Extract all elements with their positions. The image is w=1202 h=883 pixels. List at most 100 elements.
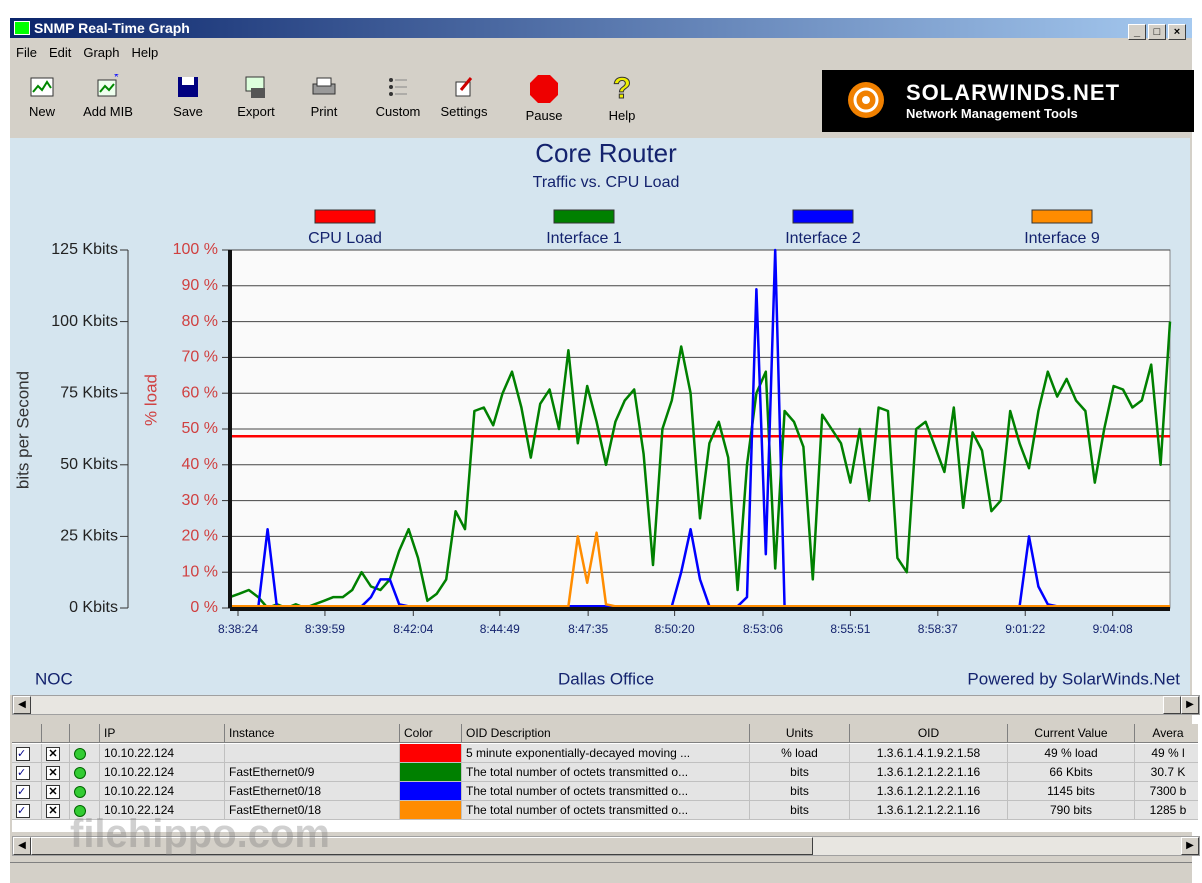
scrollbar[interactable]: ◀▶	[12, 695, 1200, 715]
toolbar-button[interactable]: Pause	[514, 68, 574, 132]
chart-subtitle: Traffic vs. CPU Load	[533, 174, 680, 191]
menu-item[interactable]: Graph	[83, 45, 119, 60]
y2-tick-label: 50 Kbits	[60, 456, 118, 473]
table-cell: 1.3.6.1.4.1.9.2.1.58	[850, 744, 1008, 763]
menu-item[interactable]: Help	[132, 45, 159, 60]
scroll-right[interactable]: ▶	[1181, 696, 1199, 714]
scroll-left[interactable]: ◀	[13, 696, 31, 714]
table-cell: 30.7 K	[1135, 763, 1198, 782]
header-cell	[12, 724, 42, 743]
column-header: Color	[400, 724, 462, 743]
y2-tick-label: 125 Kbits	[51, 241, 118, 258]
scroll-thumb[interactable]	[1163, 696, 1181, 714]
toolbar-button[interactable]: Print	[294, 68, 354, 132]
legend-swatch	[1032, 210, 1092, 223]
color-swatch	[400, 763, 462, 782]
delete-button[interactable]: ✕	[42, 782, 70, 801]
column-header: Instance	[225, 724, 400, 743]
column-header: Current Value	[1008, 724, 1135, 743]
button-label: Custom	[376, 104, 421, 119]
legend-swatch	[554, 210, 614, 223]
toolbar-button[interactable]: ?Help	[592, 68, 652, 132]
chart: Core Router Traffic vs. CPU Load bits pe…	[10, 138, 1190, 695]
table-cell: 49 % load	[1008, 744, 1135, 763]
footer-right: Powered by SolarWinds.Net	[967, 669, 1180, 688]
y-tick-label: 90 %	[182, 277, 218, 294]
x-tick-label: 8:39:59	[305, 622, 345, 636]
status-bar	[10, 862, 1192, 883]
toolbar: New *Add MIB Save Export Print Custom Se…	[12, 68, 812, 134]
table-cell	[225, 744, 400, 763]
footer-left: NOC	[35, 669, 73, 688]
column-header: OID Description	[462, 724, 750, 743]
y-tick-label: 100 %	[173, 241, 218, 258]
delete-button[interactable]: ✕	[42, 801, 70, 820]
delete-button[interactable]: ✕	[42, 744, 70, 763]
menu-bar: File Edit Graph Help	[10, 42, 164, 64]
table-cell: The total number of octets transmitted o…	[462, 763, 750, 782]
status-dot	[70, 744, 100, 763]
y-tick-label: 10 %	[182, 563, 218, 580]
y2-tick-label: 25 Kbits	[60, 528, 118, 545]
column-header: IP	[100, 724, 225, 743]
footer-center: Dallas Office	[558, 669, 654, 688]
table-cell: 49 % l	[1135, 744, 1198, 763]
color-swatch	[400, 744, 462, 763]
checkbox[interactable]: ✓	[12, 744, 42, 763]
scroll-right[interactable]: ▶	[1181, 837, 1199, 855]
table-cell: 1285 b	[1135, 801, 1198, 820]
x-tick-label: 8:55:51	[830, 622, 870, 636]
table-cell: 5 minute exponentially-decayed moving ..…	[462, 744, 750, 763]
table-cell: 7300 b	[1135, 782, 1198, 801]
menu-item[interactable]: File	[16, 45, 37, 60]
maximize[interactable]: □	[1148, 24, 1166, 40]
x-tick-label: 8:53:06	[743, 622, 783, 636]
toolbar-button[interactable]: Custom	[368, 68, 428, 132]
y-tick-label: 80 %	[182, 313, 218, 330]
legend-swatch	[315, 210, 375, 223]
title-bar: SNMP Real-Time Graph _□×	[10, 18, 1192, 38]
legend-label: CPU Load	[308, 230, 382, 247]
minimize[interactable]: _	[1128, 24, 1146, 40]
legend-label: Interface 2	[785, 230, 861, 247]
y-tick-label: 60 %	[182, 384, 218, 401]
logo: SOLARWINDS.NET Network Management Tools	[822, 70, 1194, 132]
close[interactable]: ×	[1168, 24, 1186, 40]
y-axis-label: % load	[141, 374, 160, 426]
status-dot	[70, 782, 100, 801]
checkbox[interactable]: ✓	[12, 801, 42, 820]
toolbar-button[interactable]: Export	[226, 68, 286, 132]
watermark: filehippo.com	[70, 812, 330, 857]
table-cell: The total number of octets transmitted o…	[462, 801, 750, 820]
y2-tick-label: 0 Kbits	[69, 599, 118, 616]
logo-tagline: Network Management Tools	[906, 106, 1078, 121]
table-cell: 1145 bits	[1008, 782, 1135, 801]
x-tick-label: 8:50:20	[655, 622, 695, 636]
table-cell: FastEthernet0/9	[225, 763, 400, 782]
status-dot	[70, 763, 100, 782]
toolbar-button[interactable]: Save	[158, 68, 218, 132]
delete-button[interactable]: ✕	[42, 763, 70, 782]
color-swatch	[400, 782, 462, 801]
button-label: New	[29, 104, 55, 119]
y-tick-label: 30 %	[182, 492, 218, 509]
menu-item[interactable]: Edit	[49, 45, 71, 60]
toolbar-button[interactable]: New	[12, 68, 72, 132]
y-tick-label: 50 %	[182, 420, 218, 437]
y-tick-label: 0 %	[190, 599, 218, 616]
toolbar-button[interactable]: Settings	[434, 68, 494, 132]
table-cell: 66 Kbits	[1008, 763, 1135, 782]
y-tick-label: 40 %	[182, 456, 218, 473]
x-tick-label: 8:44:49	[480, 622, 520, 636]
table-cell: 10.10.22.124	[100, 782, 225, 801]
checkbox[interactable]: ✓	[12, 763, 42, 782]
y-tick-label: 20 %	[182, 528, 218, 545]
chart-title: Core Router	[535, 138, 677, 168]
y2-tick-label: 75 Kbits	[60, 384, 118, 401]
scroll-left[interactable]: ◀	[13, 837, 31, 855]
toolbar-button[interactable]: *Add MIB	[78, 68, 138, 132]
legend-swatch	[793, 210, 853, 223]
x-tick-label: 8:58:37	[918, 622, 958, 636]
checkbox[interactable]: ✓	[12, 782, 42, 801]
header-cell	[42, 724, 70, 743]
